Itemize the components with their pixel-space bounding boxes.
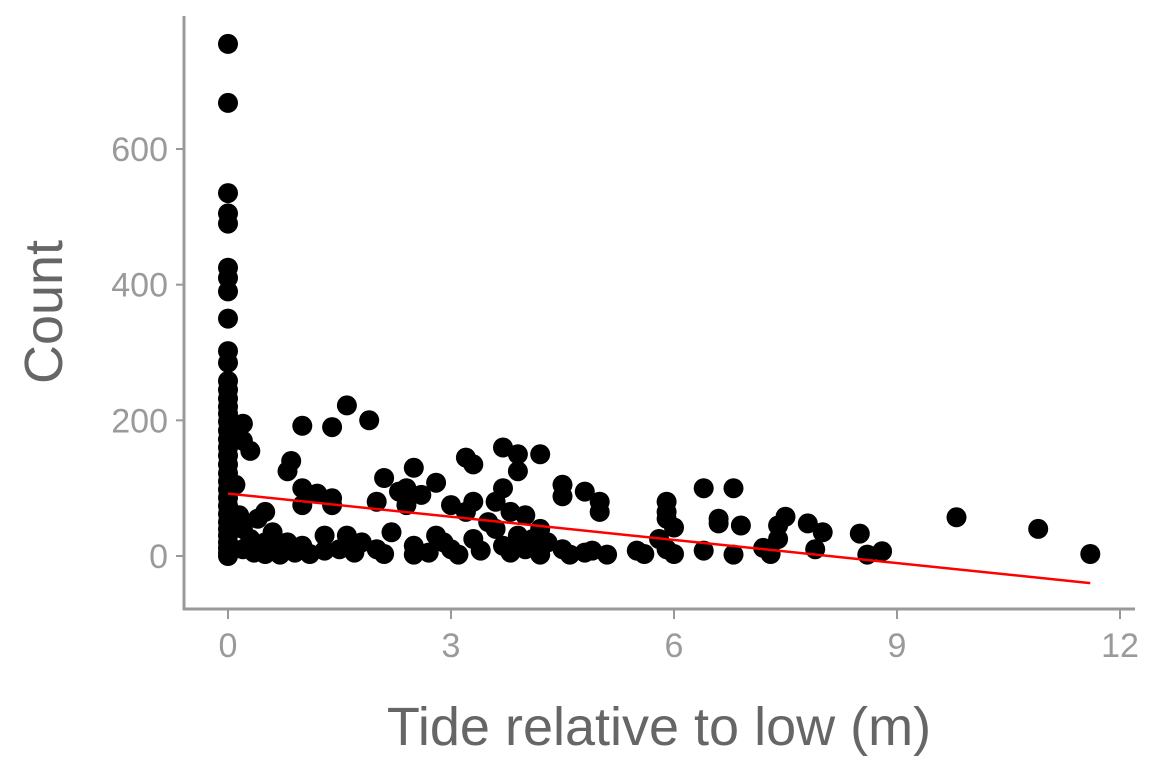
data-point [314, 540, 335, 561]
y-tick-label: 600 [111, 131, 168, 169]
data-point [218, 546, 238, 566]
trend-line [227, 492, 1091, 585]
data-point [530, 444, 551, 465]
data-point [493, 437, 513, 458]
data-point [775, 506, 796, 527]
data-point [218, 213, 238, 234]
y-tick-label: 200 [111, 402, 168, 440]
data-point [351, 532, 372, 553]
data-points [218, 33, 1101, 566]
data-point [507, 444, 528, 465]
y-axis-title: Count [14, 240, 74, 384]
data-point [849, 523, 870, 544]
data-point [946, 507, 967, 528]
data-point [797, 513, 818, 534]
data-point [872, 541, 893, 562]
data-point [218, 92, 238, 113]
data-point [537, 532, 558, 553]
data-point [218, 308, 238, 329]
data-point [366, 491, 387, 512]
data-point [374, 544, 395, 564]
data-point [589, 501, 610, 522]
data-point [396, 495, 417, 516]
data-point [574, 481, 595, 502]
data-point [262, 522, 283, 543]
data-point [441, 495, 461, 516]
data-point [336, 395, 357, 416]
y-axis-ticks: 0 200 400 600 [111, 131, 184, 576]
data-point [664, 517, 684, 538]
data-point [463, 491, 484, 512]
x-tick-label: 0 [219, 627, 238, 665]
data-point [723, 544, 744, 565]
data-point [470, 540, 491, 561]
data-point [507, 461, 528, 482]
y-tick-label: 400 [111, 267, 168, 305]
data-point [768, 529, 789, 549]
data-point [322, 417, 343, 438]
data-point [218, 281, 238, 302]
x-axis-ticks: 0 3 6 9 12 [219, 610, 1139, 665]
data-point [292, 415, 313, 436]
data-point [314, 525, 335, 546]
data-point [336, 525, 357, 546]
x-tick-label: 12 [1101, 627, 1139, 665]
data-point [359, 410, 380, 431]
x-tick-label: 9 [888, 627, 907, 665]
data-point [225, 474, 246, 495]
data-point [255, 501, 276, 522]
data-point [730, 515, 751, 536]
data-point [218, 183, 238, 204]
data-point [515, 505, 536, 526]
data-point [281, 451, 302, 471]
x-axis-title: Tide relative to low (m) [387, 697, 931, 757]
data-point [634, 544, 655, 564]
x-tick-label: 3 [442, 627, 461, 665]
data-point [708, 513, 729, 534]
data-point [463, 454, 484, 475]
data-point [812, 522, 833, 543]
data-point [485, 518, 506, 539]
data-point [723, 478, 744, 499]
data-point [664, 544, 684, 564]
y-tick-label: 0 [149, 538, 168, 576]
data-point [448, 544, 469, 565]
data-point [493, 478, 513, 499]
data-point [240, 440, 261, 461]
data-point [218, 352, 238, 373]
data-point [232, 413, 253, 434]
data-point [559, 544, 580, 565]
data-point [1028, 518, 1049, 539]
data-point [693, 540, 714, 561]
data-point [374, 468, 395, 488]
data-point [396, 478, 417, 499]
data-point [403, 544, 424, 565]
data-point [693, 478, 714, 499]
data-point [552, 486, 573, 507]
x-tick-label: 6 [665, 627, 684, 665]
data-point [218, 33, 238, 54]
data-point [426, 472, 447, 493]
data-point [381, 522, 402, 543]
data-point [1080, 544, 1101, 564]
data-point [411, 484, 432, 505]
data-point [597, 544, 618, 565]
data-point [418, 542, 439, 563]
data-point [403, 457, 424, 478]
